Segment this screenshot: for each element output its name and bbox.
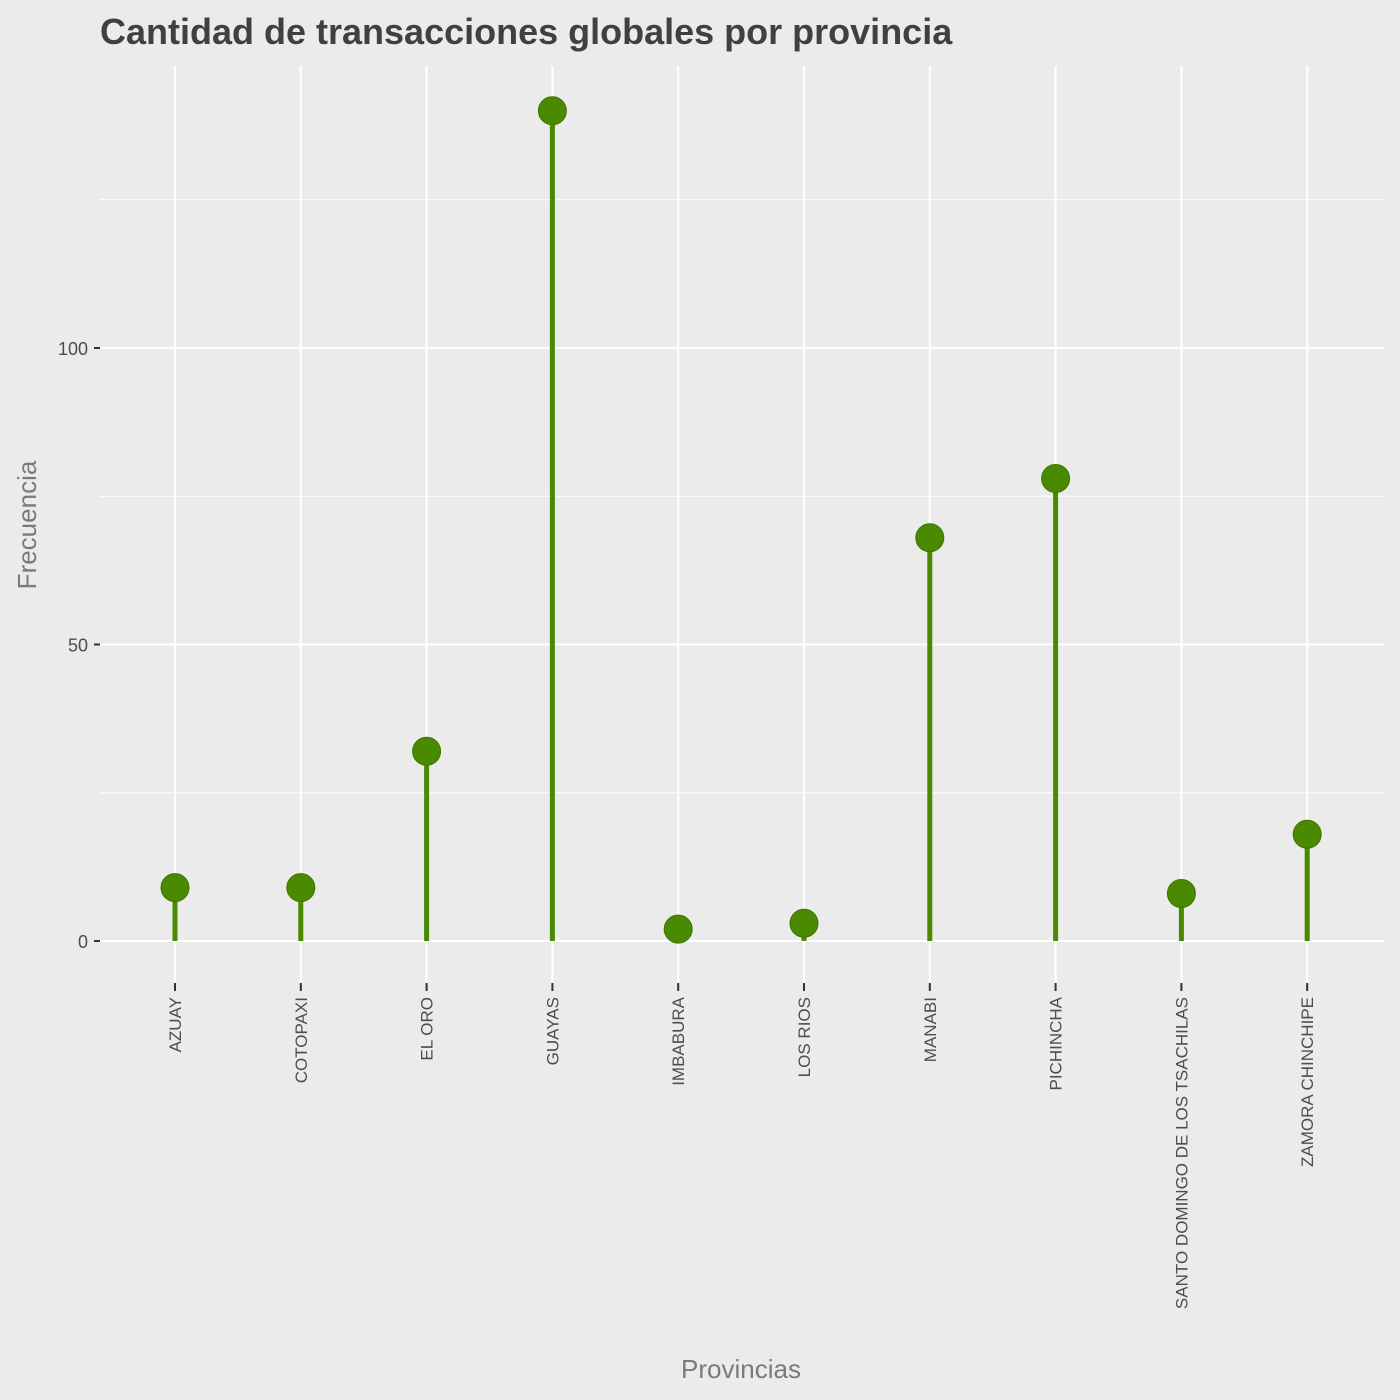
x-tick-label: COTOPAXI bbox=[292, 997, 311, 1083]
x-tick-label: SANTO DOMINGO DE LOS TSACHILAS bbox=[1172, 997, 1191, 1309]
lollipop-point bbox=[537, 96, 567, 126]
y-axis: 0 50 100 bbox=[58, 339, 100, 952]
x-axis-title: Provincias bbox=[681, 1354, 801, 1384]
y-axis-title: Frecuencia bbox=[12, 460, 42, 589]
lollipop-point bbox=[915, 523, 945, 553]
lollipop-point bbox=[663, 914, 693, 944]
x-tick-label: PICHINCHA bbox=[1047, 996, 1066, 1090]
lollipop-point bbox=[789, 908, 819, 938]
data-marks bbox=[160, 96, 1322, 944]
x-tick-label: ZAMORA CHINCHIPE bbox=[1298, 997, 1317, 1167]
lollipop-point bbox=[412, 736, 442, 766]
chart-title: Cantidad de transacciones globales por p… bbox=[100, 11, 953, 52]
x-tick-label: AZUAY bbox=[166, 997, 185, 1052]
lollipop-point bbox=[286, 873, 316, 903]
lollipop-point bbox=[1166, 879, 1196, 909]
y-tick-label: 0 bbox=[78, 932, 88, 952]
grid-lines bbox=[100, 66, 1384, 983]
x-tick-label: IMBABURA bbox=[669, 996, 688, 1085]
x-axis: AZUAY COTOPAXI EL ORO GUAYAS IMBABURA LOS RIO… bbox=[166, 983, 1317, 1309]
lollipop-point bbox=[160, 873, 190, 903]
x-tick-label: EL ORO bbox=[418, 997, 437, 1061]
y-tick-label: 50 bbox=[68, 636, 88, 656]
y-tick-label: 100 bbox=[58, 339, 88, 359]
x-tick-label: LOS RIOS bbox=[795, 997, 814, 1077]
x-tick-label: MANABI bbox=[921, 997, 940, 1062]
x-tick-label: GUAYAS bbox=[543, 997, 562, 1065]
lollipop-point bbox=[1041, 463, 1071, 493]
lollipop-point bbox=[1292, 819, 1322, 849]
